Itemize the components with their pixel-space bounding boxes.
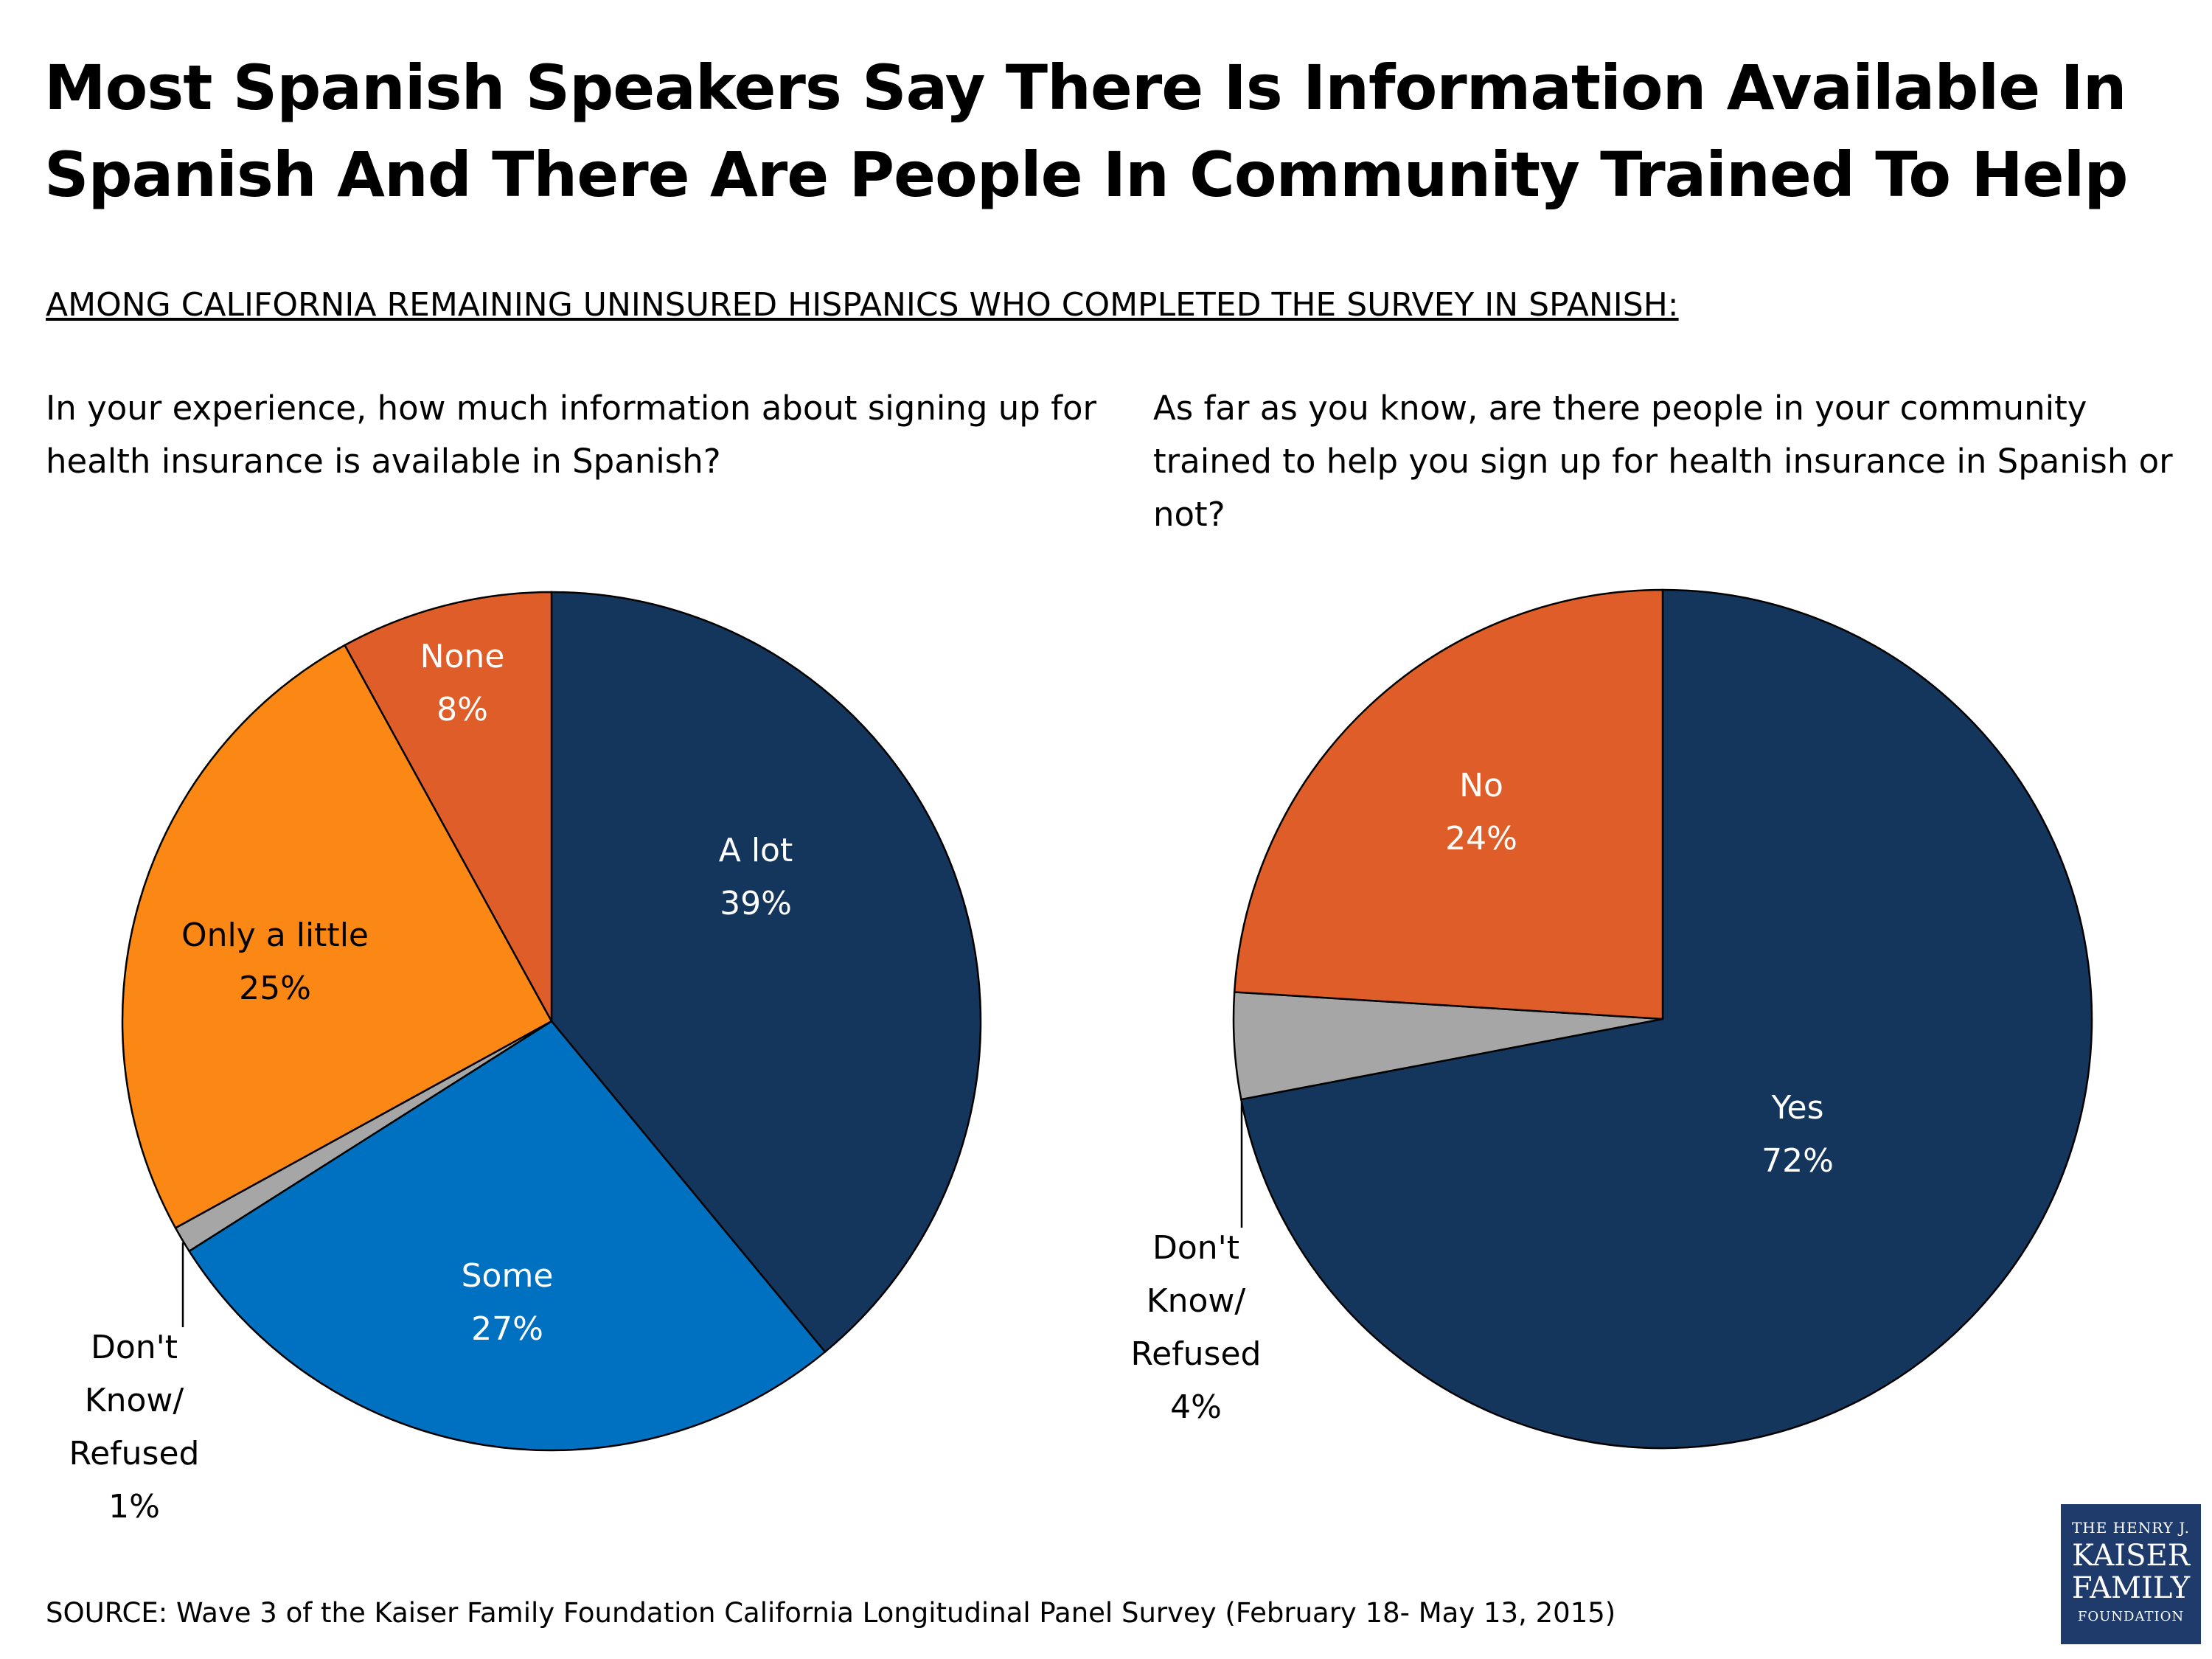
pie-2-yes-label: Yes xyxy=(1770,1089,1823,1127)
pie-1-none-slice xyxy=(343,591,553,1022)
pie-1-don-t-know-refused-label: Refused xyxy=(69,1435,200,1472)
pie-1-only-a-little-label: Only a little xyxy=(181,917,369,954)
pie-1-don-t-know-refused-value-label: 1% xyxy=(108,1488,160,1526)
pie-2-don-t-know-refused-label: Know/ xyxy=(1147,1282,1246,1320)
chart-title: Most Spanish Speakers Say There Is Infor… xyxy=(44,52,2129,211)
pie-1-don-t-know-refused-label: Know/ xyxy=(85,1382,184,1419)
pie-2-no-label: No xyxy=(1459,767,1503,804)
source-note: SOURCE: Wave 3 of the Kaiser Family Foun… xyxy=(46,1597,1616,1629)
pie-1-none-value-label: 8% xyxy=(437,691,488,728)
pie-left-question: In your experience, how much information… xyxy=(46,389,1097,481)
pie-1-a-lot-value-label: 39% xyxy=(720,885,792,922)
pie-2-no-slice xyxy=(1233,588,1664,1020)
pie-1-none-label: None xyxy=(420,638,505,675)
pie-right-question: As far as you know, are there people in … xyxy=(1153,389,2173,534)
pie-2-don-t-know-refused-value-label: 4% xyxy=(1170,1388,1222,1426)
pie-2-yes-slice xyxy=(1239,588,2093,1450)
logo-line-1: THE HENRY J. xyxy=(2071,1519,2191,1537)
pie-2-no-value-label: 24% xyxy=(1445,820,1517,858)
pie-2-yes-value-label: 72% xyxy=(1761,1142,1834,1180)
pie-1-a-lot-label: A lot xyxy=(719,832,793,869)
pie-1-only-a-little-value-label: 25% xyxy=(239,970,311,1007)
pie-2-don-t-know-refused-label: Don't xyxy=(1152,1229,1239,1267)
pie-1-some-slice xyxy=(187,1020,827,1452)
pie-2-don-t-know-refused-label: Refused xyxy=(1131,1335,1262,1373)
logo-line-4: FOUNDATION xyxy=(2077,1609,2185,1624)
pie-1-some-value-label: 27% xyxy=(471,1310,543,1348)
kaiser-family-foundation-logo: THE HENRY J. KAISER FAMILY FOUNDATION xyxy=(2061,1504,2201,1644)
pie-1-a-lot-slice xyxy=(550,591,982,1354)
pie-1-some-label: Some xyxy=(462,1257,554,1295)
pie-1-only-a-little-slice xyxy=(121,644,553,1230)
logo-line-3: FAMILY xyxy=(2071,1571,2191,1605)
chart-subtitle: AMONG CALIFORNIA REMAINING UNINSURED HIS… xyxy=(46,286,1679,324)
pie-1-don-t-know-refused-label: Don't xyxy=(91,1329,178,1366)
logo-line-2: KAISER xyxy=(2072,1539,2190,1573)
